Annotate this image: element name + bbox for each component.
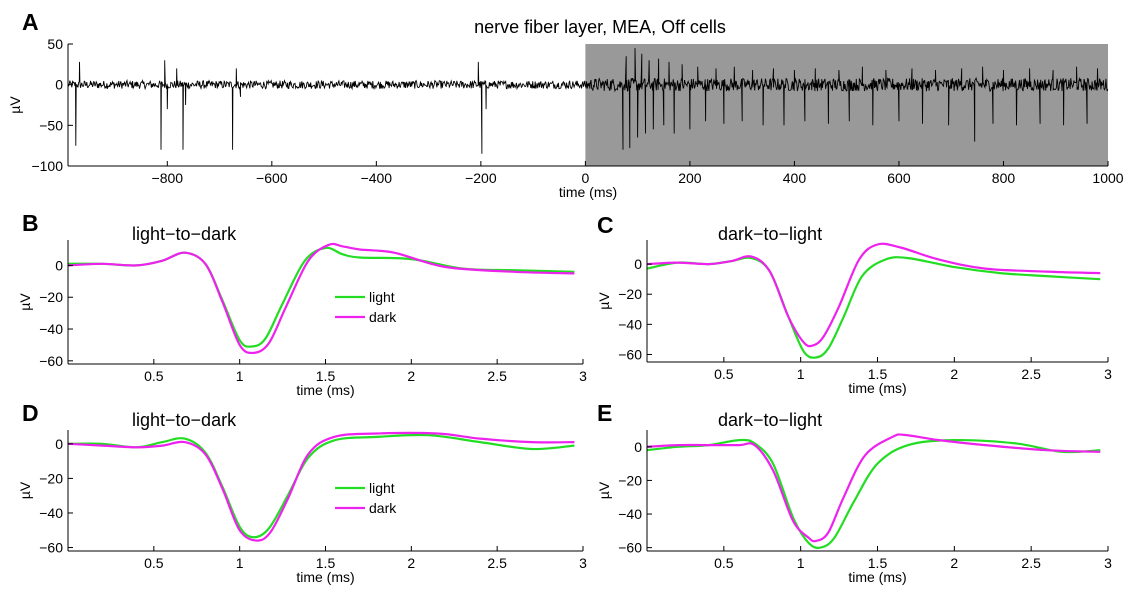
y-tick-label: −40 — [618, 506, 642, 522]
legend-label-dark: dark — [369, 500, 397, 516]
y-tick-label: 0 — [55, 257, 63, 273]
x-tick-label: 2.5 — [487, 555, 507, 571]
y-tick-label: −60 — [39, 540, 63, 556]
x-tick-label: 1.5 — [868, 366, 888, 382]
x-tick-label: 0.5 — [144, 555, 164, 571]
x-tick-label: 2 — [407, 555, 415, 571]
x-tick-label: 1 — [797, 366, 805, 382]
y-tick-label: 0 — [55, 77, 63, 93]
x-tick-label: 1.5 — [868, 555, 888, 571]
y-tick-label: −50 — [39, 117, 63, 133]
panel-a: −800 −600 −400 −200 0 200 400 600 800 1000 50 0 −50 −… — [7, 17, 1124, 200]
y-tick-label: −60 — [618, 540, 642, 556]
legend-label-light: light — [369, 289, 395, 305]
x-tick-label: 2.5 — [1021, 555, 1041, 571]
panel-letter-b: B — [22, 210, 39, 236]
panel-letter-a: A — [22, 9, 39, 35]
x-tick-label: 0 — [581, 170, 589, 186]
x-tick-label: 1 — [236, 368, 244, 384]
x-tick-label: 0.5 — [144, 368, 164, 384]
x-tick-label: 2 — [407, 368, 415, 384]
y-tick-label: 0 — [634, 439, 642, 455]
panel-title: light−to−dark — [132, 224, 237, 244]
y-tick-label: −60 — [618, 346, 642, 362]
y-axis-label: µV — [7, 96, 23, 114]
x-tick-label: 3 — [1104, 366, 1112, 382]
x-axis-label: time (ms) — [559, 184, 617, 200]
x-tick-label: 600 — [887, 170, 911, 186]
x-tick-label: 3 — [579, 368, 587, 384]
series-line-dark — [646, 433, 1101, 543]
panel-d: 0.5 1 1.5 2 2.5 3 0 −20 −40 −60 time (ms) µV light−t… — [17, 410, 587, 585]
panel-title: dark−to−light — [718, 410, 822, 430]
y-tick-label: −40 — [39, 505, 63, 521]
x-tick-label: 3 — [579, 555, 587, 571]
y-tick-label: −100 — [31, 158, 63, 174]
recording-trace — [67, 48, 1109, 154]
x-tick-label: 1000 — [1092, 170, 1123, 186]
y-tick-label: −40 — [618, 316, 642, 332]
series-line-light — [646, 256, 1101, 359]
y-axis-label: µV — [596, 481, 612, 499]
series-line-dark — [67, 431, 575, 542]
x-tick-label: −200 — [465, 170, 497, 186]
legend-label-light: light — [369, 480, 395, 496]
x-tick-label: 2.5 — [1021, 366, 1041, 382]
y-axis-label: µV — [17, 293, 33, 311]
x-axis-label: time (ms) — [296, 382, 354, 398]
legend: light dark — [335, 480, 397, 516]
x-axis-label: time (ms) — [848, 380, 906, 396]
x-tick-label: 2 — [950, 366, 958, 382]
x-axis-label: time (ms) — [848, 569, 906, 585]
legend: light dark — [335, 289, 397, 325]
x-axis-label: time (ms) — [296, 569, 354, 585]
y-tick-label: −20 — [618, 472, 642, 488]
y-tick-label: −20 — [39, 289, 63, 305]
x-tick-label: 3 — [1104, 555, 1112, 571]
panel-c: 0.5 1 1.5 2 2.5 3 0 −20 −40 −60 time (ms) µV dark−to… — [596, 224, 1112, 396]
x-tick-label: 0.5 — [714, 555, 734, 571]
x-tick-label: −800 — [152, 170, 184, 186]
y-tick-label: −20 — [39, 470, 63, 486]
y-tick-label: −40 — [39, 321, 63, 337]
x-tick-label: −600 — [256, 170, 288, 186]
panel-b: 0.5 1 1.5 2 2.5 3 0 −20 −40 −60 time (ms) µV light−t… — [17, 224, 587, 398]
panel-title: nerve fiber layer, MEA, Off cells — [474, 17, 726, 37]
x-tick-label: 1 — [797, 555, 805, 571]
panel-e: 0.5 1 1.5 2 2.5 3 0 −20 −40 −60 time (ms) µV dark−to… — [596, 410, 1112, 585]
panel-letter-e: E — [597, 400, 612, 426]
x-tick-label: 1 — [236, 555, 244, 571]
x-tick-label: 1.5 — [316, 555, 336, 571]
y-axis-label: µV — [596, 292, 612, 310]
x-tick-label: 800 — [992, 170, 1016, 186]
panel-letter-d: D — [22, 400, 39, 426]
x-tick-label: 400 — [783, 170, 807, 186]
panel-title: light−to−dark — [132, 410, 237, 430]
series-line-light — [67, 433, 575, 539]
series-line-dark — [67, 242, 575, 355]
stimulus-shading — [585, 44, 1108, 166]
x-tick-label: 1.5 — [316, 368, 336, 384]
y-axis-label: µV — [17, 481, 33, 499]
x-tick-label: 2.5 — [487, 368, 507, 384]
x-tick-label: 2 — [950, 555, 958, 571]
x-tick-label: −400 — [361, 170, 393, 186]
panel-title: dark−to−light — [718, 224, 822, 244]
y-tick-label: 50 — [47, 36, 63, 52]
series-line-dark — [646, 242, 1101, 348]
y-tick-label: −60 — [39, 353, 63, 369]
series-line-light — [67, 246, 575, 348]
y-tick-label: 0 — [634, 256, 642, 272]
x-tick-label: 200 — [678, 170, 702, 186]
y-tick-label: 0 — [55, 436, 63, 452]
x-tick-label: 0.5 — [714, 366, 734, 382]
panel-letter-c: C — [597, 212, 614, 238]
legend-label-dark: dark — [369, 309, 397, 325]
y-tick-label: −20 — [618, 286, 642, 302]
series-line-light — [646, 438, 1101, 550]
